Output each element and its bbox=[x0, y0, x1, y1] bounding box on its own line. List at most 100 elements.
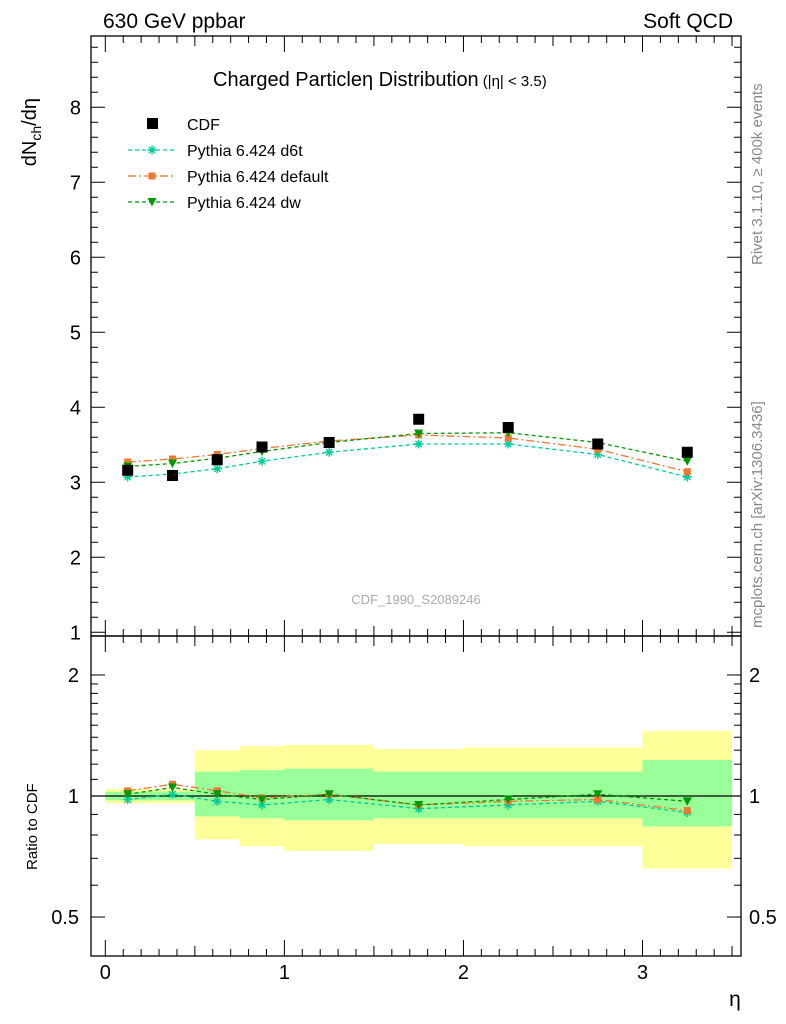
main-y-axis: 1 2 3 4 5 6 7 8 bbox=[70, 46, 741, 644]
data-point-pythia-6-424-dw bbox=[167, 459, 177, 468]
mcplots-label: mcplots.cern.ch [arXiv:1306.3436] bbox=[749, 401, 766, 628]
ratio-y-tick-label-right: 0.5 bbox=[749, 907, 777, 929]
x-axis: 0 1 2 3 bbox=[100, 636, 733, 984]
ratio-point-pythia-6-424-dw bbox=[593, 790, 603, 799]
ratio-point-pythia-6-424-dw bbox=[503, 795, 513, 805]
ratio-point-pythia-6-424-dw bbox=[123, 790, 133, 799]
data-point-cdf bbox=[122, 464, 134, 476]
ratio-panel: 0.5 0.5 1 1 2 2 0 1 2 3 Ratio to CDF η bbox=[24, 635, 777, 1011]
legend-symbol-d6t bbox=[147, 145, 157, 155]
series-pythia-6-424-d6t bbox=[123, 439, 692, 482]
ratio-line-pythia-6-424-dw bbox=[127, 786, 688, 806]
data-point-cdf bbox=[166, 470, 178, 481]
x-tick-label: 1 bbox=[279, 962, 290, 984]
ratio-line-pythia-6-424-d6t bbox=[127, 793, 688, 814]
y-tick-label: 3 bbox=[70, 472, 81, 494]
ratio-point-pythia-6-424-default bbox=[683, 807, 691, 815]
ratio-y-tick-label: 1 bbox=[68, 786, 79, 808]
band-inner-bin bbox=[239, 770, 285, 819]
legend-item-default: Pythia 6.424 default bbox=[128, 169, 329, 186]
series-cdf bbox=[122, 413, 693, 481]
band-inner-bin bbox=[463, 771, 553, 819]
data-point-pythia-6-424-dw bbox=[682, 457, 692, 466]
ratio-y-tick-label: 0.5 bbox=[51, 907, 79, 929]
data-point-pythia-6-424-default bbox=[168, 455, 176, 463]
y-tick-label: 8 bbox=[70, 97, 81, 119]
data-point-pythia-6-424-d6t bbox=[212, 464, 222, 474]
legend-symbol-dw bbox=[147, 198, 157, 207]
main-y-label: dNch/dη bbox=[19, 98, 44, 166]
ratio-point-pythia-6-424-dw bbox=[212, 790, 222, 799]
legend-marker-d6t bbox=[147, 145, 157, 155]
data-point-cdf bbox=[681, 446, 693, 458]
data-point-pythia-6-424-d6t bbox=[682, 472, 692, 482]
data-point-cdf bbox=[592, 438, 604, 450]
main-plot-area bbox=[122, 413, 693, 482]
legend-marker-dw bbox=[147, 198, 157, 207]
ratio-point-pythia-6-424-d6t bbox=[212, 796, 222, 806]
data-point-pythia-6-424-d6t bbox=[123, 472, 133, 482]
header-left: 630 GeV ppbar bbox=[103, 10, 245, 33]
data-point-pythia-6-424-d6t bbox=[503, 439, 513, 449]
legend-marker-default bbox=[148, 172, 156, 180]
ratio-point-pythia-6-424-d6t bbox=[123, 795, 133, 805]
data-point-pythia-6-424-d6t bbox=[414, 439, 424, 449]
legend-label-cdf: CDF bbox=[187, 117, 220, 134]
ratio-y-axis: 0.5 0.5 1 1 2 2 bbox=[51, 665, 777, 929]
series-line-pythia-6-424-default bbox=[127, 434, 688, 473]
data-point-pythia-6-424-d6t bbox=[593, 450, 603, 459]
ratio-series-pythia-6-424-dw bbox=[123, 783, 692, 810]
y-tick-label: 4 bbox=[70, 397, 81, 419]
data-point-cdf bbox=[323, 437, 335, 448]
ratio-y-label: Ratio to CDF bbox=[24, 783, 41, 870]
header-right: Soft QCD bbox=[643, 10, 733, 33]
legend-label-d6t: Pythia 6.424 d6t bbox=[187, 143, 303, 160]
ratio-y-tick-label: 2 bbox=[68, 665, 79, 687]
rivet-label: Rivet 3.1.10, ≥ 400k events bbox=[749, 83, 766, 265]
data-point-pythia-6-424-d6t bbox=[257, 456, 267, 466]
watermark: CDF_1990_S2089246 bbox=[351, 592, 480, 607]
ratio-point-pythia-6-424-dw bbox=[324, 790, 334, 799]
legend-label-default: Pythia 6.424 default bbox=[187, 169, 329, 186]
main-x-ticks bbox=[104, 36, 733, 636]
x-tick-label: 2 bbox=[458, 962, 469, 984]
legend-symbol-default bbox=[148, 172, 156, 180]
ratio-point-pythia-6-424-d6t bbox=[503, 800, 513, 810]
ratio-point-pythia-6-424-dw bbox=[682, 797, 692, 806]
ratio-point-pythia-6-424-dw bbox=[257, 795, 267, 805]
ratio-plot-area bbox=[91, 731, 741, 869]
x-axis-label: η bbox=[729, 988, 741, 1011]
series-pythia-6-424-dw bbox=[123, 428, 692, 471]
legend-marker-cdf bbox=[147, 118, 158, 129]
ratio-point-pythia-6-424-d6t bbox=[324, 795, 334, 805]
ratio-y-tick-label-right: 2 bbox=[749, 665, 760, 687]
data-point-pythia-6-424-default bbox=[504, 434, 512, 442]
ratio-point-pythia-6-424-dw bbox=[167, 783, 177, 792]
y-tick-label: 1 bbox=[70, 622, 81, 644]
y-tick-label: 7 bbox=[70, 172, 81, 194]
main-title: Charged Particleη Distribution (|η| < 3.5… bbox=[213, 69, 547, 91]
ratio-point-pythia-6-424-default bbox=[594, 796, 602, 804]
data-point-cdf bbox=[211, 454, 223, 466]
y-tick-label: 6 bbox=[70, 247, 81, 269]
data-point-pythia-6-424-default bbox=[683, 468, 691, 476]
series-pythia-6-424-default bbox=[124, 431, 691, 476]
data-point-cdf bbox=[502, 422, 514, 433]
y-tick-label: 5 bbox=[70, 322, 81, 344]
data-point-cdf bbox=[413, 413, 425, 425]
main-panel: 1 2 3 4 5 6 7 8 Charged Particleη Distribution(… bbox=[19, 35, 742, 644]
data-point-pythia-6-424-default bbox=[124, 458, 132, 466]
data-point-pythia-6-424-d6t bbox=[324, 447, 334, 457]
series-line-pythia-6-424-dw bbox=[127, 432, 688, 468]
legend-item-d6t: Pythia 6.424 d6t bbox=[128, 143, 303, 160]
ratio-point-pythia-6-424-dw bbox=[414, 800, 424, 810]
x-tick-label: 0 bbox=[100, 962, 111, 984]
data-point-pythia-6-424-dw bbox=[414, 429, 424, 438]
legend-item-cdf: CDF bbox=[147, 117, 220, 134]
ratio-point-pythia-6-424-d6t bbox=[167, 789, 177, 799]
y-tick-label: 2 bbox=[70, 547, 81, 569]
legend-item-dw: Pythia 6.424 dw bbox=[128, 195, 301, 212]
ratio-y-tick-label-right: 1 bbox=[749, 786, 760, 808]
legend-label-dw: Pythia 6.424 dw bbox=[187, 195, 301, 212]
